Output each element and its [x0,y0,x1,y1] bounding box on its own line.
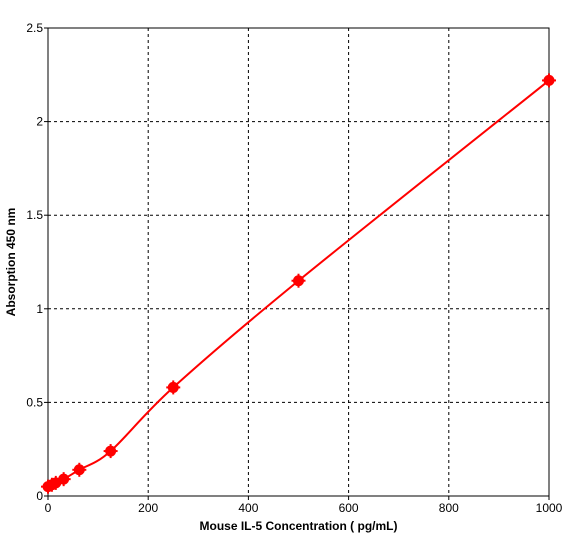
y-tick-label: 0 [36,489,43,503]
labels-layer: 0 200 400 600 800 1000 0 0.5 1 1.5 2 2.5 [26,21,562,515]
y-tick-label: 2.5 [26,21,43,35]
y-tick-label: 2 [36,115,43,129]
y-tick-label: 1 [36,302,43,316]
x-tick-label: 800 [439,501,459,515]
data-point [166,380,181,395]
y-axis-title: Absorption 450 nm [4,208,18,317]
grid-layer [48,28,549,496]
y-tick-label: 1.5 [26,208,43,222]
data-point [56,472,71,487]
x-tick-label: 200 [138,501,158,515]
data-point [103,444,118,459]
y-tick-label: 0.5 [26,395,43,409]
plot-frame [47,27,550,497]
series-layer [41,73,556,494]
data-point [291,273,306,288]
x-tick-label: 600 [339,501,359,515]
x-tick-label: 1000 [536,501,563,515]
x-axis-title: Mouse IL-5 Concentration ( pg/mL) [200,519,398,533]
x-tick-label: 0 [45,501,52,515]
data-point [542,73,556,88]
data-point [72,462,87,477]
x-tick-label: 400 [238,501,258,515]
axes-layer [44,27,550,500]
